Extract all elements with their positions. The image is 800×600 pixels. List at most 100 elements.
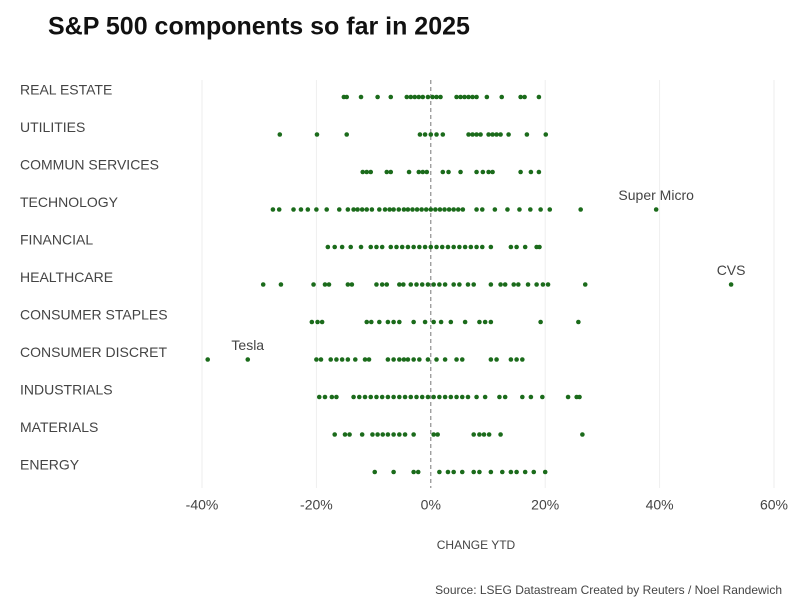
dot (423, 207, 429, 212)
dot (505, 207, 510, 212)
dot (474, 394, 479, 400)
dot (260, 282, 266, 287)
dot (332, 244, 338, 250)
dot (431, 394, 436, 400)
dot (411, 357, 416, 362)
dot (522, 94, 527, 100)
dot (518, 169, 523, 175)
chart-title: S&P 500 components so far in 2025 (48, 13, 470, 41)
dot (336, 207, 342, 212)
dot (205, 357, 211, 362)
dot (479, 207, 485, 212)
dot (405, 357, 411, 362)
dot (345, 357, 351, 362)
dot (514, 469, 519, 475)
dot (486, 432, 492, 437)
dot (412, 94, 418, 100)
dot (488, 357, 494, 362)
dot (425, 394, 431, 400)
x-tick-label: -40% (186, 497, 219, 513)
dot (448, 394, 454, 400)
dot (438, 319, 444, 325)
dot (474, 244, 479, 250)
dot (538, 207, 543, 212)
category-label: HEALTHCARE (20, 269, 113, 285)
dot (311, 282, 316, 287)
dot (344, 94, 350, 100)
dot (471, 432, 477, 437)
dot (417, 244, 422, 250)
dot (364, 169, 370, 175)
dot (522, 244, 528, 250)
dot (490, 169, 495, 175)
dot (514, 357, 519, 362)
dot (416, 169, 422, 175)
dot (379, 244, 385, 250)
dot (391, 357, 396, 362)
dot (578, 207, 583, 212)
dot (455, 207, 461, 212)
dot (534, 282, 539, 287)
dot (434, 244, 439, 250)
dot (528, 394, 534, 400)
dot (522, 469, 528, 475)
dot (477, 319, 482, 325)
dot (528, 169, 534, 175)
dot (362, 394, 368, 400)
dot (540, 282, 546, 287)
dot (445, 469, 451, 475)
annotation: Super Micro (618, 187, 694, 203)
dot (355, 207, 360, 212)
dot (245, 357, 251, 362)
dot (349, 282, 355, 287)
dot (316, 394, 322, 400)
dot (446, 207, 452, 212)
dot (342, 432, 348, 437)
x-tick-label: 60% (760, 497, 788, 513)
dot (437, 282, 442, 287)
dot (314, 132, 320, 137)
dot (391, 394, 396, 400)
dot (377, 207, 382, 212)
dot (492, 207, 498, 212)
dot (408, 282, 414, 287)
dot (451, 207, 456, 212)
dot (406, 169, 412, 175)
dot (309, 319, 315, 325)
dot (322, 282, 328, 287)
dot (470, 94, 475, 100)
dot (339, 244, 345, 250)
dot (351, 207, 356, 212)
dot (517, 207, 522, 212)
dot (471, 469, 477, 475)
dot (442, 282, 448, 287)
dot (314, 357, 319, 362)
dot (538, 319, 543, 325)
dot (466, 94, 471, 100)
dot (399, 244, 405, 250)
category-label: CONSUMER STAPLES (20, 307, 168, 323)
dot (428, 207, 434, 212)
dot (397, 432, 402, 437)
dot (437, 469, 442, 475)
dot (500, 469, 505, 475)
dot (458, 94, 463, 100)
dot (339, 357, 345, 362)
category-label: TECHNOLOGY (20, 194, 119, 210)
dot (396, 207, 402, 212)
dot (431, 282, 436, 287)
dot (369, 207, 375, 212)
dot (374, 394, 379, 400)
dot (478, 132, 483, 137)
dot (582, 282, 588, 287)
dot (502, 394, 508, 400)
dot (347, 432, 352, 437)
dot (474, 207, 479, 212)
dot (384, 282, 390, 287)
dot (420, 169, 426, 175)
dot (433, 207, 438, 212)
dot (401, 207, 407, 212)
dot (364, 319, 370, 325)
dot (384, 169, 390, 175)
dot (459, 469, 465, 475)
